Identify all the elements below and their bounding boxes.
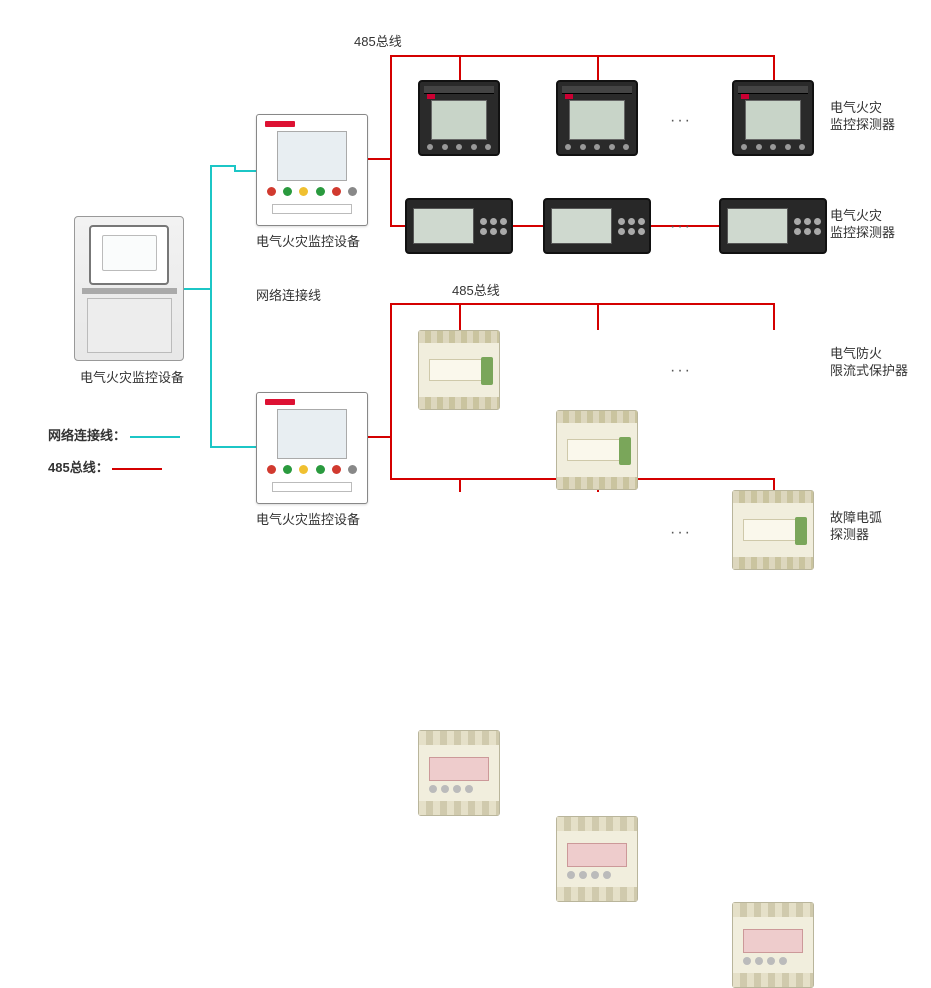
bus485-wire (368, 158, 390, 160)
fire-detector-dark (732, 80, 814, 156)
arc-fault-detector (732, 902, 814, 988)
fire-detector-dark (556, 80, 638, 156)
net-wire (210, 165, 212, 446)
bus-top-label: 485总线 (354, 34, 402, 51)
current-limiter (418, 330, 500, 410)
panel-top-label: 电气火灾监控设备 (256, 234, 360, 251)
legend-network-text: 网络连接线： (48, 428, 126, 443)
net-wire (210, 165, 234, 167)
bus485-wire (390, 55, 775, 57)
fire-detector-wide (543, 198, 651, 254)
arc-fault-detector (418, 730, 500, 816)
monitoring-panel-top (256, 114, 368, 226)
panel-bottom-label: 电气火灾监控设备 (256, 512, 360, 529)
net-wire (234, 170, 256, 172)
bus485-wire (597, 55, 599, 80)
bus485-wire (459, 478, 461, 492)
bus-bottom-label: 485总线 (452, 283, 500, 300)
net-wire (210, 446, 256, 448)
current-limiter (732, 490, 814, 570)
bus485-wire (773, 55, 775, 80)
ellipsis: ··· (670, 524, 692, 542)
midline-label: 网络连接线 (256, 288, 321, 305)
bus485-wire (368, 436, 390, 438)
legend-485-text: 485总线： (48, 460, 109, 475)
ellipsis: ··· (670, 112, 692, 130)
bus485-wire (773, 303, 775, 330)
ellipsis: ··· (670, 218, 692, 236)
legend-485-line (112, 468, 162, 470)
current-limiter (556, 410, 638, 490)
row2-label: 电气火灾 监控探测器 (830, 208, 895, 242)
bus485-wire (390, 55, 392, 225)
bus485-wire (597, 303, 599, 330)
monitoring-cabinet (74, 216, 184, 361)
row4-label: 故障电弧 探测器 (830, 510, 882, 544)
legend-network: 网络连接线： (48, 428, 180, 445)
net-wire (184, 288, 210, 290)
legend-485: 485总线： (48, 460, 162, 477)
fire-detector-wide (719, 198, 827, 254)
monitoring-panel-bottom (256, 392, 368, 504)
bus485-wire (390, 303, 775, 305)
ellipsis: ··· (670, 362, 692, 380)
fire-detector-wide (405, 198, 513, 254)
bus485-wire (459, 55, 461, 80)
cabinet-label: 电气火灾监控设备 (62, 370, 202, 387)
bus485-wire (390, 303, 392, 478)
bus485-wire (459, 303, 461, 330)
row3-label: 电气防火 限流式保护器 (830, 346, 908, 380)
fire-detector-dark (418, 80, 500, 156)
row1-label: 电气火灾 监控探测器 (830, 100, 895, 134)
legend-network-line (130, 436, 180, 438)
arc-fault-detector (556, 816, 638, 902)
